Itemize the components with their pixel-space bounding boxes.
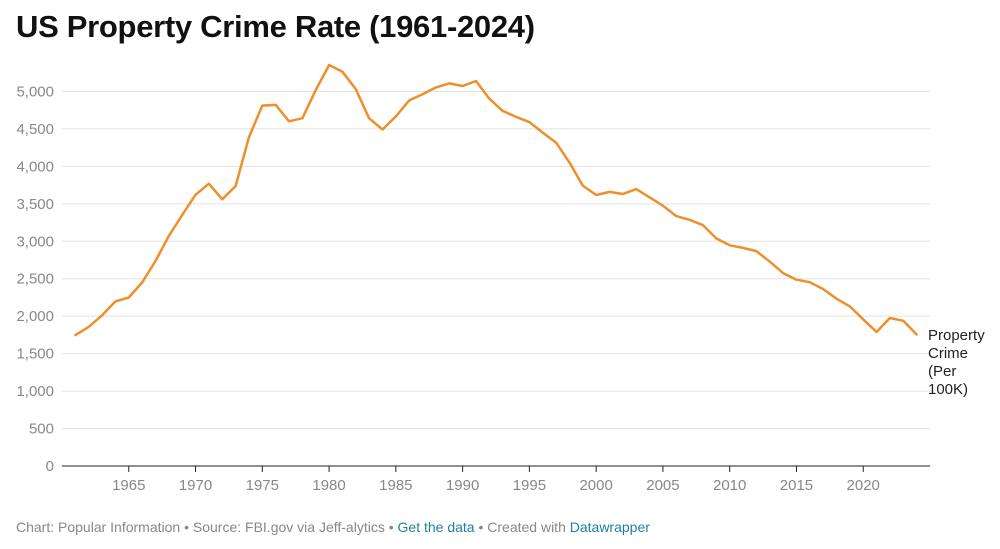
y-tick-label: 0 <box>46 458 54 475</box>
x-tick-label: 2005 <box>646 477 679 494</box>
footer-created-with: Created with <box>487 519 566 535</box>
y-tick-label: 4,500 <box>16 121 54 138</box>
footer-source: Source: FBI.gov via Jeff-alytics <box>192 519 385 535</box>
y-tick-label: 2,500 <box>16 271 54 288</box>
series-label-line: 100K) <box>928 381 968 398</box>
x-axis: 1965 1970 1975 1980 1985 1990 1995 2000 2005 2010… <box>112 466 880 494</box>
x-tick-label: 1990 <box>446 477 479 494</box>
series-group: Property Crime (Per 100K) <box>74 63 985 398</box>
footer-separator: • <box>180 519 193 535</box>
x-tick-label: 1995 <box>513 477 546 494</box>
x-tick-label: 2000 <box>579 477 612 494</box>
gridlines <box>62 90 930 430</box>
series-label-line: Crime <box>928 345 968 362</box>
series-label: Property Crime (Per 100K) <box>928 327 985 398</box>
get-the-data-link[interactable]: Get the data <box>397 519 475 535</box>
x-tick-label: 2015 <box>780 477 813 494</box>
series-label-line: (Per <box>928 363 956 380</box>
x-tick-label: 1975 <box>246 477 279 494</box>
y-tick-label: 3,500 <box>16 196 54 213</box>
datawrapper-link[interactable]: Datawrapper <box>569 519 650 535</box>
y-tick-label: 5,000 <box>16 83 54 100</box>
x-tick-label: 2020 <box>847 477 880 494</box>
y-tick-label: 4,000 <box>16 158 54 175</box>
y-tick-label: 3,000 <box>16 233 54 250</box>
chart-footer: Chart: Popular Information • Source: FBI… <box>16 519 650 535</box>
x-tick-label: 1980 <box>312 477 345 494</box>
y-tick-label: 1,500 <box>16 346 54 363</box>
series-line <box>74 63 918 337</box>
footer-separator: • <box>384 519 398 535</box>
footer-separator: • <box>474 519 488 535</box>
y-tick-label: 1,000 <box>16 383 54 400</box>
x-tick-label: 2010 <box>713 477 746 494</box>
footer-credit: Chart: Popular Information <box>16 519 181 535</box>
y-axis: 0 500 1,000 1,500 2,000 2,500 3,000 3,500 4,000 4… <box>16 83 54 475</box>
x-tick-label: 1970 <box>179 477 212 494</box>
y-tick-label: 2,000 <box>16 308 54 325</box>
series-label-line: Property <box>928 327 985 344</box>
chart-title: US Property Crime Rate (1961-2024) <box>16 9 535 44</box>
x-tick-label: 1965 <box>112 477 145 494</box>
x-tick-label: 1985 <box>379 477 412 494</box>
y-tick-label: 500 <box>29 421 54 438</box>
